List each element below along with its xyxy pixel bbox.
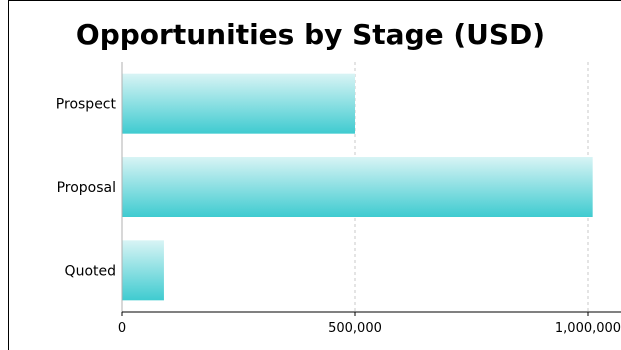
bar-proposal <box>122 157 593 217</box>
bar-quoted <box>122 240 164 301</box>
x-tick-label: 1,000,000 <box>555 321 621 336</box>
chart-frame <box>8 0 621 350</box>
category-label-prospect: Prospect <box>56 97 117 113</box>
chart-title: Opportunities by Stage (USD) <box>75 18 546 51</box>
bar-prospect <box>122 73 355 134</box>
x-tick-label: 500,000 <box>328 321 382 336</box>
x-tick-label: 0 <box>118 321 126 336</box>
category-label-proposal: Proposal <box>57 180 116 196</box>
category-label-quoted: Quoted <box>65 263 116 279</box>
